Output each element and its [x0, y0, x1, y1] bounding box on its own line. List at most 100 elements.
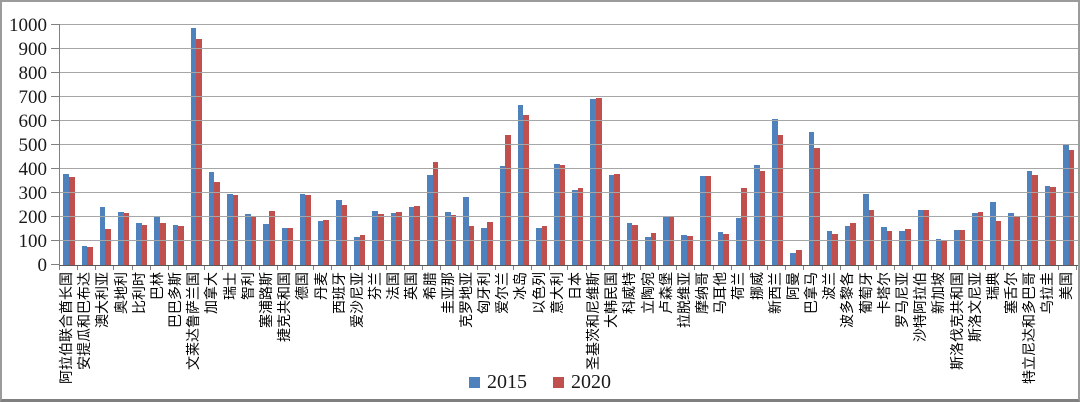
x-tick-cell — [187, 266, 206, 270]
y-gridline — [60, 96, 1078, 97]
x-tick-cell — [441, 266, 460, 270]
bar-2020 — [541, 225, 548, 265]
bar-2020 — [596, 98, 602, 265]
bar-2020 — [214, 181, 221, 265]
x-tick-cell — [605, 266, 623, 270]
x-label: 摩纳哥 — [696, 272, 712, 314]
x-tick-cell — [968, 266, 986, 270]
bar-2015 — [499, 166, 506, 265]
bar-group — [642, 25, 660, 265]
bar-2015 — [935, 239, 942, 265]
x-label: 比利时 — [132, 272, 148, 314]
legend-item-2020: 2020 — [553, 371, 611, 394]
y-tick — [51, 192, 60, 193]
x-axis-ticks — [59, 266, 1077, 270]
bar-group — [478, 25, 496, 265]
x-label: 圭亚那 — [441, 272, 457, 314]
bar-group — [96, 25, 114, 265]
x-tick-cell — [1040, 266, 1059, 270]
bar-2020 — [123, 212, 130, 265]
bar-group — [205, 25, 223, 265]
x-tick-cell — [877, 266, 896, 270]
y-tick — [51, 144, 60, 145]
bar-2020 — [250, 217, 257, 265]
y-tick — [51, 96, 60, 97]
bar-2015 — [953, 230, 960, 265]
bar-group — [369, 25, 387, 265]
bar-group — [623, 25, 641, 265]
legend-label-2015: 2015 — [487, 371, 527, 393]
bar-2015 — [245, 213, 251, 265]
bar-group — [1059, 25, 1077, 265]
x-tick-cell — [223, 266, 242, 270]
y-tick — [51, 24, 60, 25]
y-tick — [51, 240, 60, 241]
bar-group — [969, 25, 987, 265]
legend-label-2020: 2020 — [571, 371, 611, 393]
x-label: 爱沙尼亚 — [350, 272, 366, 328]
plot-area — [51, 24, 1078, 266]
x-label: 日本 — [568, 272, 584, 300]
bar-2015 — [881, 227, 887, 265]
x-label: 巴巴多斯 — [169, 272, 185, 328]
y-tick-label: 400 — [18, 158, 48, 180]
bar-2020 — [650, 232, 657, 265]
x-tick-cell — [133, 266, 151, 270]
y-tick-label: 800 — [18, 62, 48, 84]
bar-2020 — [759, 171, 766, 265]
y-tick-label: 500 — [18, 134, 48, 156]
x-label: 英国 — [405, 272, 421, 300]
bar-2020 — [1032, 175, 1038, 265]
x-label: 圣基茨和尼维斯 — [587, 272, 603, 370]
bar-2015 — [1008, 212, 1015, 265]
bar-2015 — [481, 228, 488, 265]
x-tick-cell — [532, 266, 551, 270]
bar-2015 — [572, 189, 578, 265]
y-gridline — [60, 216, 1078, 217]
x-tick-cell — [714, 266, 732, 270]
x-label: 拉脱维亚 — [677, 272, 693, 328]
x-tick-cell — [514, 266, 533, 270]
x-label: 希腊 — [423, 272, 439, 300]
x-tick-cell — [114, 266, 133, 270]
x-tick-cell — [351, 266, 369, 270]
bar-2020 — [287, 227, 293, 265]
x-label: 阿拉伯联合酋长国 — [60, 272, 76, 384]
bar-group — [605, 25, 623, 265]
bar-group — [387, 25, 405, 265]
bar-2020 — [959, 229, 966, 265]
x-tick-cell — [659, 266, 678, 270]
bar-2020 — [232, 195, 239, 265]
bar-group — [423, 25, 441, 265]
bar-2015 — [372, 211, 378, 265]
x-label: 立陶宛 — [641, 272, 657, 314]
bar-group — [823, 25, 841, 265]
bar-2020 — [323, 220, 330, 265]
bar-2015 — [772, 118, 778, 265]
bar-2015 — [336, 200, 342, 265]
x-label: 冰岛 — [514, 272, 530, 300]
bar-group — [296, 25, 314, 265]
bar-2015 — [99, 206, 106, 265]
bar-group — [841, 25, 859, 265]
bar-2020 — [523, 115, 529, 265]
bar-group — [242, 25, 260, 265]
bar-2015 — [390, 212, 397, 265]
y-gridline — [60, 144, 1078, 145]
bar-2015 — [917, 209, 924, 265]
legend-item-2015: 2015 — [469, 371, 527, 394]
bar-2015 — [863, 193, 869, 265]
x-tick-cell — [823, 266, 841, 270]
y-tick-label: 900 — [18, 38, 48, 60]
x-label: 瑞士 — [223, 272, 239, 300]
x-label: 挪威 — [750, 272, 766, 300]
bar-2015 — [663, 217, 669, 265]
x-tick-cell — [895, 266, 914, 270]
bar-2020 — [705, 176, 711, 265]
y-tick — [51, 216, 60, 217]
bar-2020 — [341, 204, 348, 265]
y-tick-label: 600 — [18, 110, 48, 132]
bar-2020 — [868, 210, 875, 265]
x-tick-cell — [950, 266, 968, 270]
